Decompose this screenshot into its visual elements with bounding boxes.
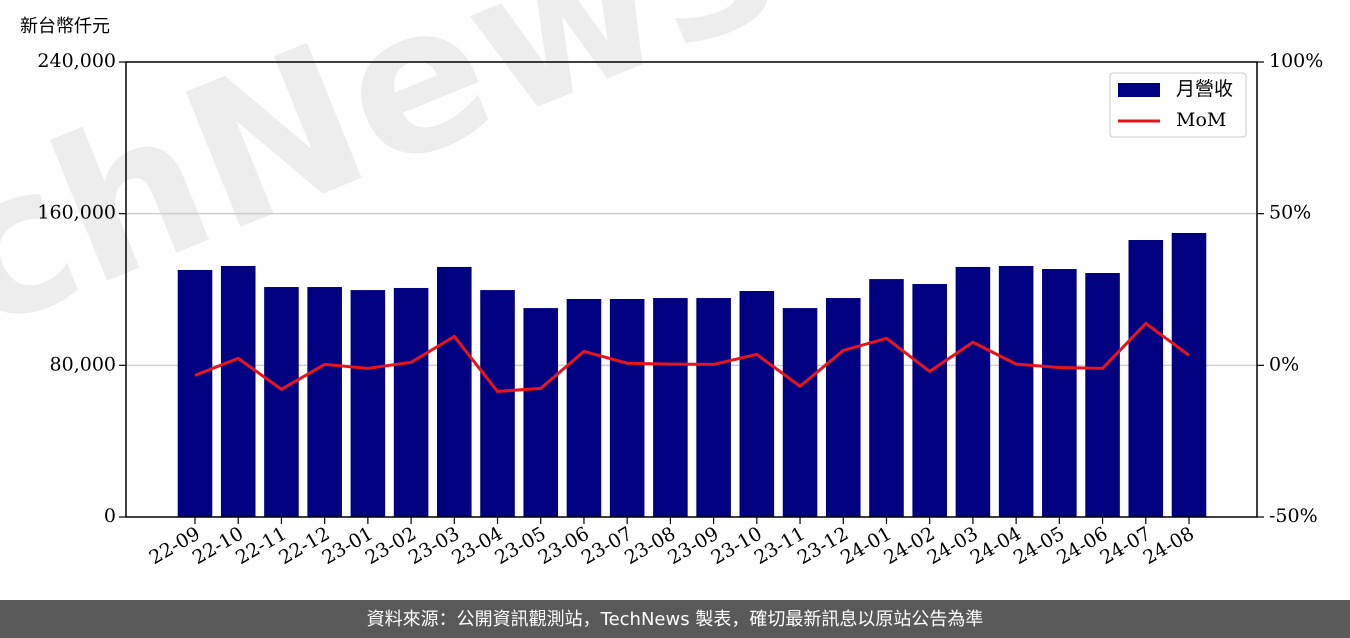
bar: [696, 298, 731, 517]
bar: [566, 298, 602, 517]
bar: [869, 279, 904, 517]
y2-tick-label: 50%: [1269, 202, 1311, 224]
legend-label: MoM: [1176, 109, 1226, 131]
bar: [350, 290, 386, 517]
bar: [782, 308, 818, 517]
y-axis-label: 新台幣仟元: [20, 16, 110, 37]
x-tick-label: 24-08: [1140, 523, 1198, 569]
bar: [912, 284, 947, 517]
bar: [609, 298, 645, 517]
bar: [1085, 273, 1120, 517]
bar: [437, 266, 472, 517]
bar: [1042, 269, 1077, 517]
bar: [1128, 240, 1164, 518]
bar: [825, 298, 861, 517]
y2-tick-label: 0%: [1269, 353, 1299, 375]
y-tick-label: 80,000: [50, 353, 116, 375]
bar: [653, 298, 688, 517]
y-tick-label: 160,000: [37, 202, 116, 224]
bar: [393, 287, 429, 517]
footer: 資料來源：公開資訊觀測站，TechNews 製表，確切最新訊息以原站公告為準: [367, 609, 984, 630]
y2-tick-label: -50%: [1269, 505, 1318, 527]
footer-bar: [0, 600, 1350, 638]
bar: [998, 265, 1034, 517]
mom-line: [194, 321, 1190, 393]
bar: [264, 287, 299, 517]
bar: [739, 291, 775, 517]
bar: [480, 290, 515, 517]
bar: [955, 266, 991, 517]
bar: [307, 287, 342, 517]
legend-label: 月營收: [1176, 78, 1233, 100]
y-tick-label: 240,000: [37, 50, 116, 72]
bar: [220, 265, 256, 517]
legend-swatch: [1118, 83, 1160, 97]
bar: [1171, 233, 1207, 518]
plot-frame: [125, 61, 1258, 518]
y-tick-label: 0: [104, 505, 116, 527]
bar: [523, 308, 559, 517]
y2-tick-label: 100%: [1269, 50, 1323, 72]
bar: [177, 269, 213, 517]
